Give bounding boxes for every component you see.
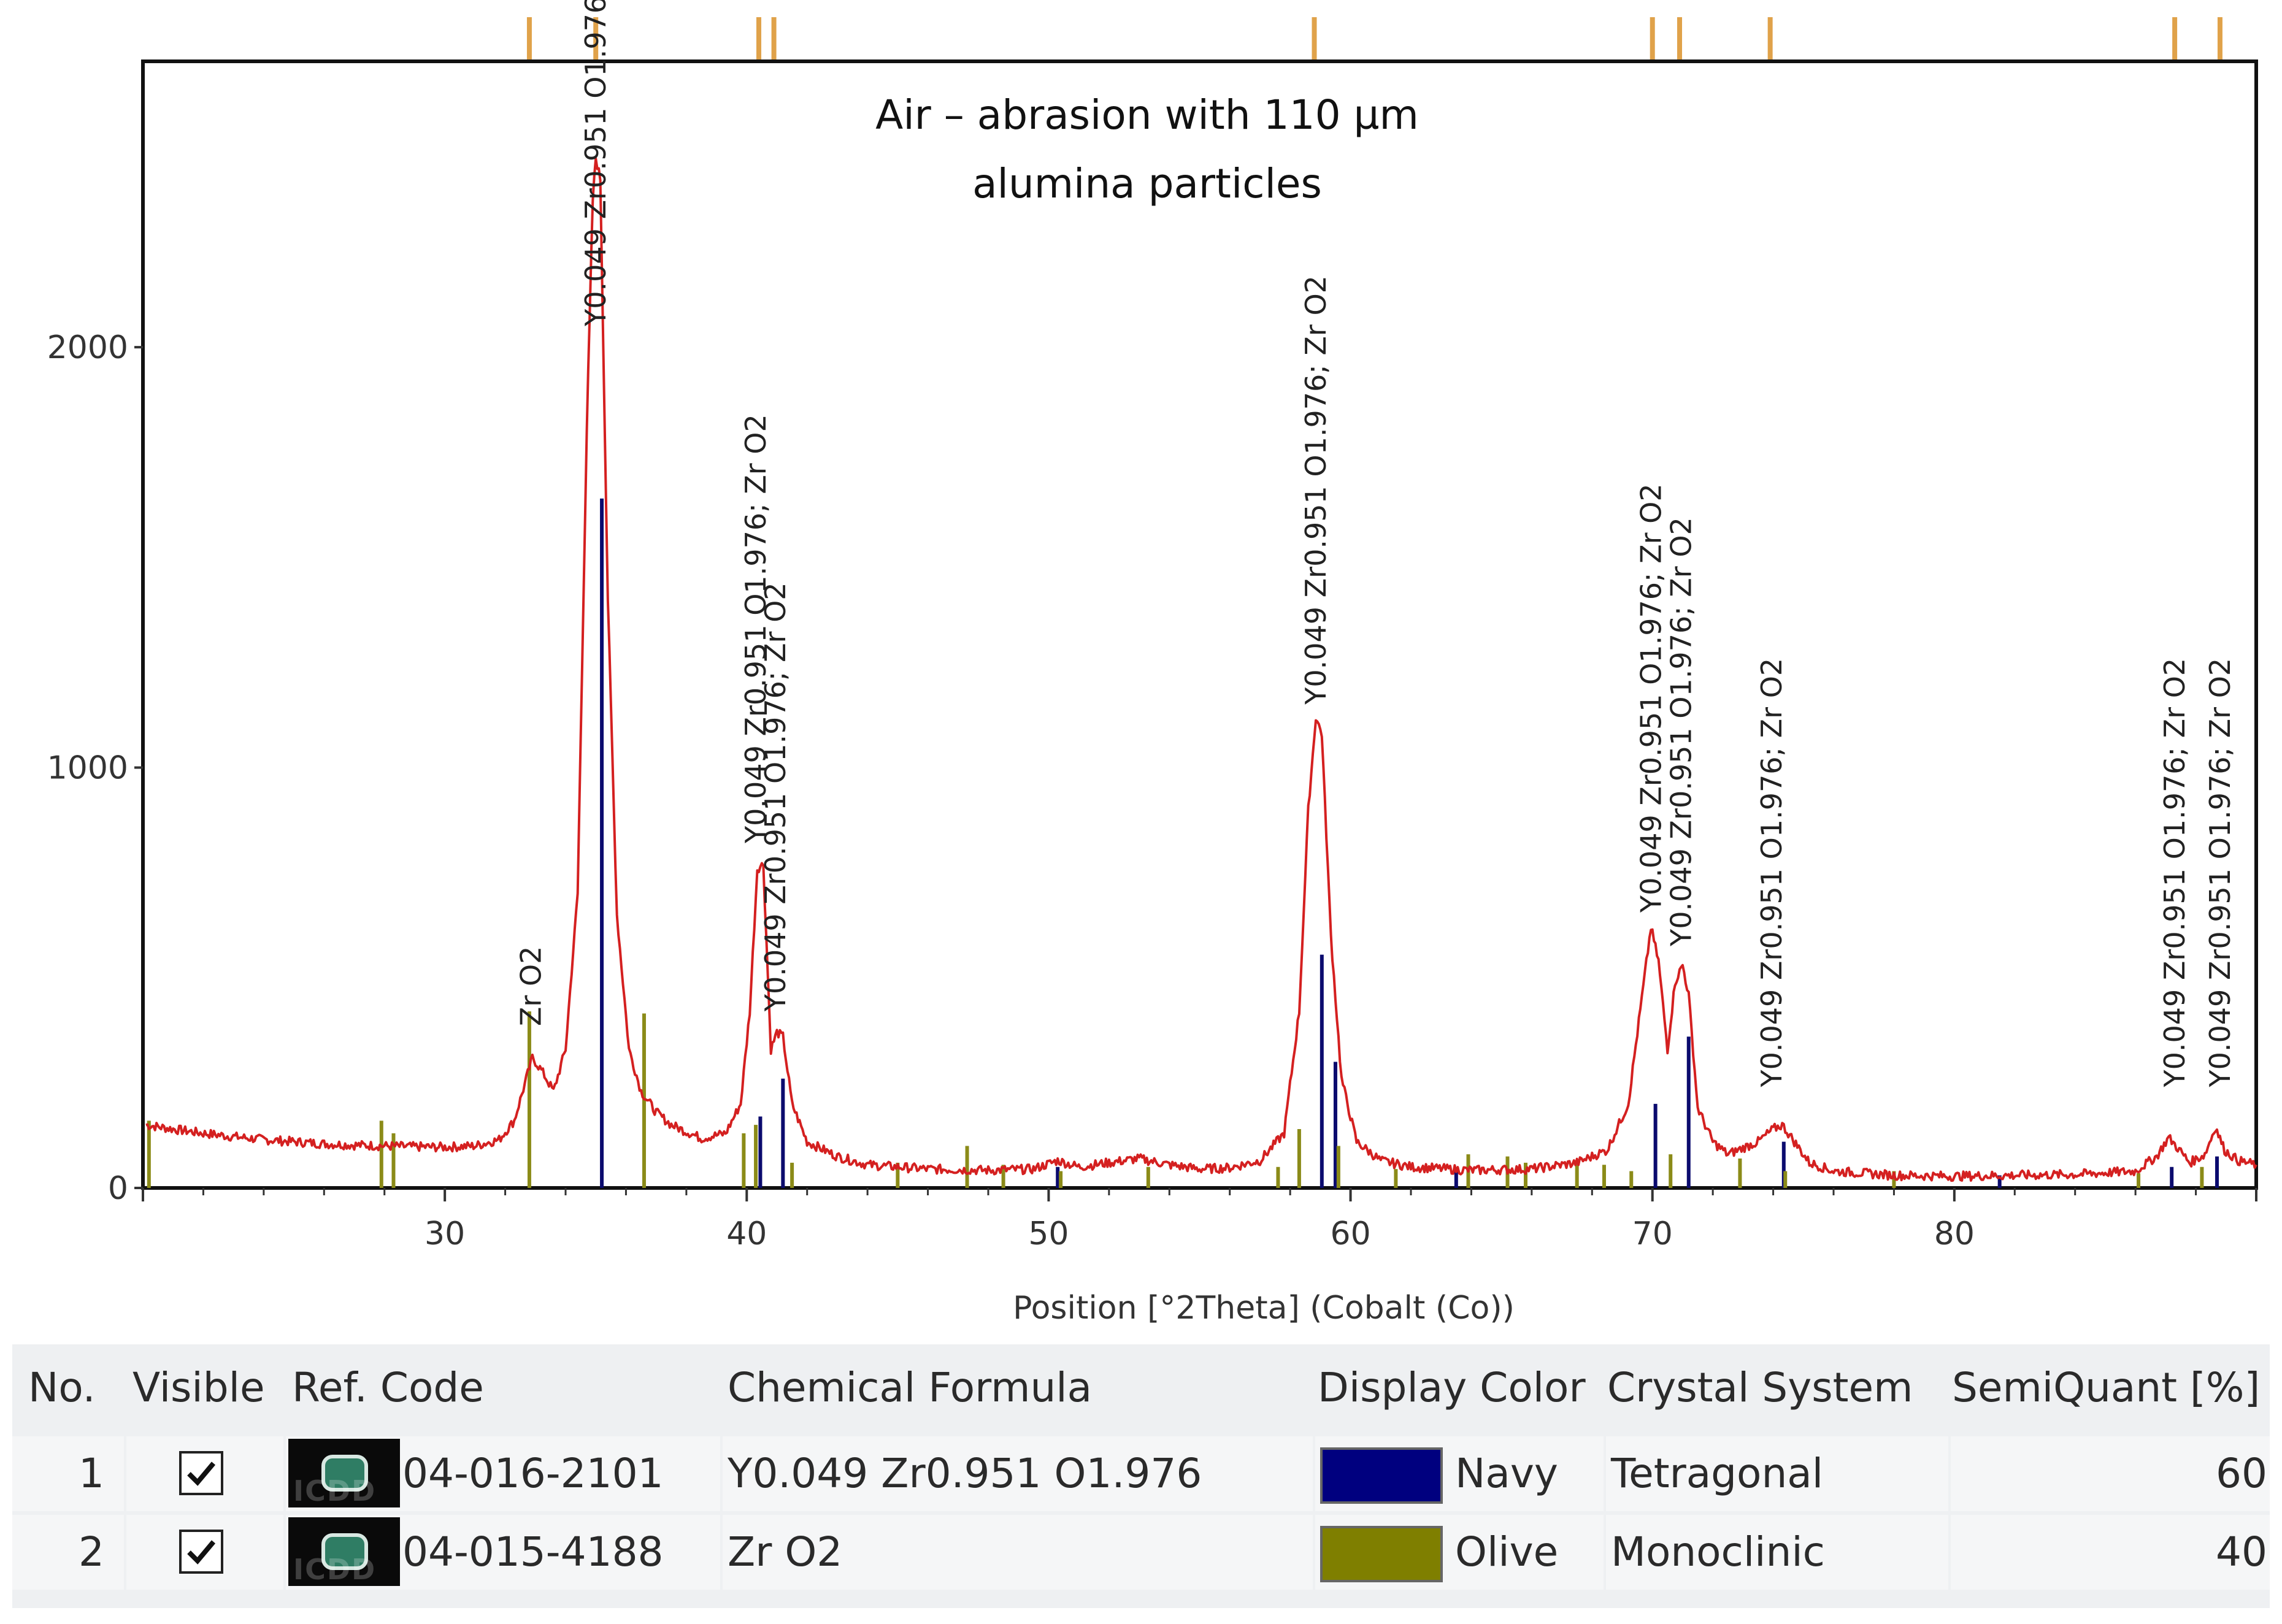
peak-label: Y0.049 Zr0.951 O1.976; Zr O2 (2158, 658, 2191, 1088)
header-ref-code[interactable]: Ref. Code (292, 1364, 484, 1411)
x-tick-label: 30 (425, 1216, 465, 1252)
display-color-swatch[interactable] (1320, 1526, 1443, 1582)
reference-sticks (147, 498, 2219, 1188)
table-header: No. Visible Ref. Code Chemical Formula D… (12, 1344, 2270, 1436)
x-tick-label: 80 (1934, 1216, 1975, 1252)
header-semiquant[interactable]: SemiQuant [%] (1952, 1364, 2261, 1411)
header-display-color[interactable]: Display Color (1318, 1364, 1586, 1411)
row-number: 1 (79, 1450, 104, 1497)
crystal-system: Monoclinic (1611, 1528, 1825, 1576)
display-color-name: Navy (1455, 1450, 1558, 1497)
semiquant-value: 60 (2216, 1450, 2267, 1497)
peak-label: Y0.049 Zr0.951 O1.976; Zr O2 (1755, 658, 1788, 1088)
table-row[interactable]: 1 ICDD 04-016-2101 Y0.049 Zr0.951 O1.976… (12, 1436, 2270, 1511)
x-axis: 30 40 50 60 70 80 (142, 1188, 2257, 1252)
row-number: 2 (79, 1528, 104, 1576)
y-axis: 0 1000 2000 (47, 329, 143, 1207)
header-visible[interactable]: Visible (133, 1364, 265, 1411)
chemical-formula: Zr O2 (728, 1528, 843, 1576)
chemical-formula: Y0.049 Zr0.951 O1.976 (728, 1450, 1202, 1497)
x-tick-label: 50 (1028, 1216, 1069, 1252)
ref-code-link[interactable]: 04-015-4188 (402, 1528, 664, 1576)
icdd-logo-icon: ICDD (288, 1517, 400, 1586)
visible-checkbox[interactable] (179, 1530, 223, 1574)
x-tick-label: 70 (1632, 1216, 1673, 1252)
peak-labels: Zr O2 Y0.049 Zr0.951 O1.976 Y0.049 Zr0.951… (514, 0, 2237, 1087)
checkmark-icon (187, 1540, 216, 1565)
xrd-chart: 0 1000 2000 30 40 50 60 70 80 Zr O2 Y0.049 Zr0.9… (47, 0, 2258, 1327)
header-crystal-system[interactable]: Crystal System (1607, 1364, 1913, 1411)
peak-label: Zr O2 (514, 946, 547, 1027)
display-color-swatch[interactable] (1320, 1447, 1443, 1504)
phase-table: No. Visible Ref. Code Chemical Formula D… (12, 1344, 2270, 1608)
display-color-name: Olive (1455, 1528, 1559, 1576)
crystal-system: Tetragonal (1611, 1450, 1824, 1497)
checkmark-icon (187, 1461, 216, 1486)
header-chemical-formula[interactable]: Chemical Formula (728, 1364, 1093, 1411)
peak-label: Y0.049 Zr0.951 O1.976; Zr O2 (1299, 275, 1332, 705)
icdd-logo-icon: ICDD (288, 1439, 400, 1507)
chart-title-line-2: alumina particles (972, 160, 1322, 207)
plot-frame (141, 59, 2258, 1190)
header-no[interactable]: No. (28, 1364, 96, 1411)
peak-label: Y0.049 Zr0.951 O1.976; Zr O2 (1664, 517, 1697, 947)
peak-label: Y0.049 Zr0.951 O1.976; Zr O2 (759, 582, 792, 1012)
peak-label: Y0.049 Zr0.951 O1.976; Zr O2 (1634, 483, 1667, 913)
x-axis-label: Position [°2Theta] (Cobalt (Co)) (1013, 1290, 1515, 1327)
observed-pattern-line (145, 157, 2257, 1182)
ref-code-link[interactable]: 04-016-2101 (402, 1450, 664, 1497)
x-tick-label: 60 (1330, 1216, 1370, 1252)
y-tick-label: 2000 (47, 329, 128, 366)
semiquant-value: 40 (2216, 1528, 2267, 1576)
y-tick-label: 0 (108, 1170, 128, 1207)
chart-title-line-1: Air – abrasion with 110 µm (875, 91, 1419, 139)
peak-label: Y0.049 Zr0.951 O1.976 (579, 0, 612, 327)
visible-checkbox[interactable] (179, 1451, 223, 1495)
table-row[interactable]: 2 ICDD 04-015-4188 Zr O2 Olive Monoclini… (12, 1515, 2270, 1590)
x-tick-label: 40 (726, 1216, 767, 1252)
top-markers (526, 17, 2222, 61)
peak-label: Y0.049 Zr0.951 O1.976; Zr O2 (2203, 658, 2237, 1088)
y-tick-label: 1000 (47, 750, 128, 787)
peak-label: Y0.049 Zr0.951 O1.976; Zr O2 (739, 414, 772, 844)
